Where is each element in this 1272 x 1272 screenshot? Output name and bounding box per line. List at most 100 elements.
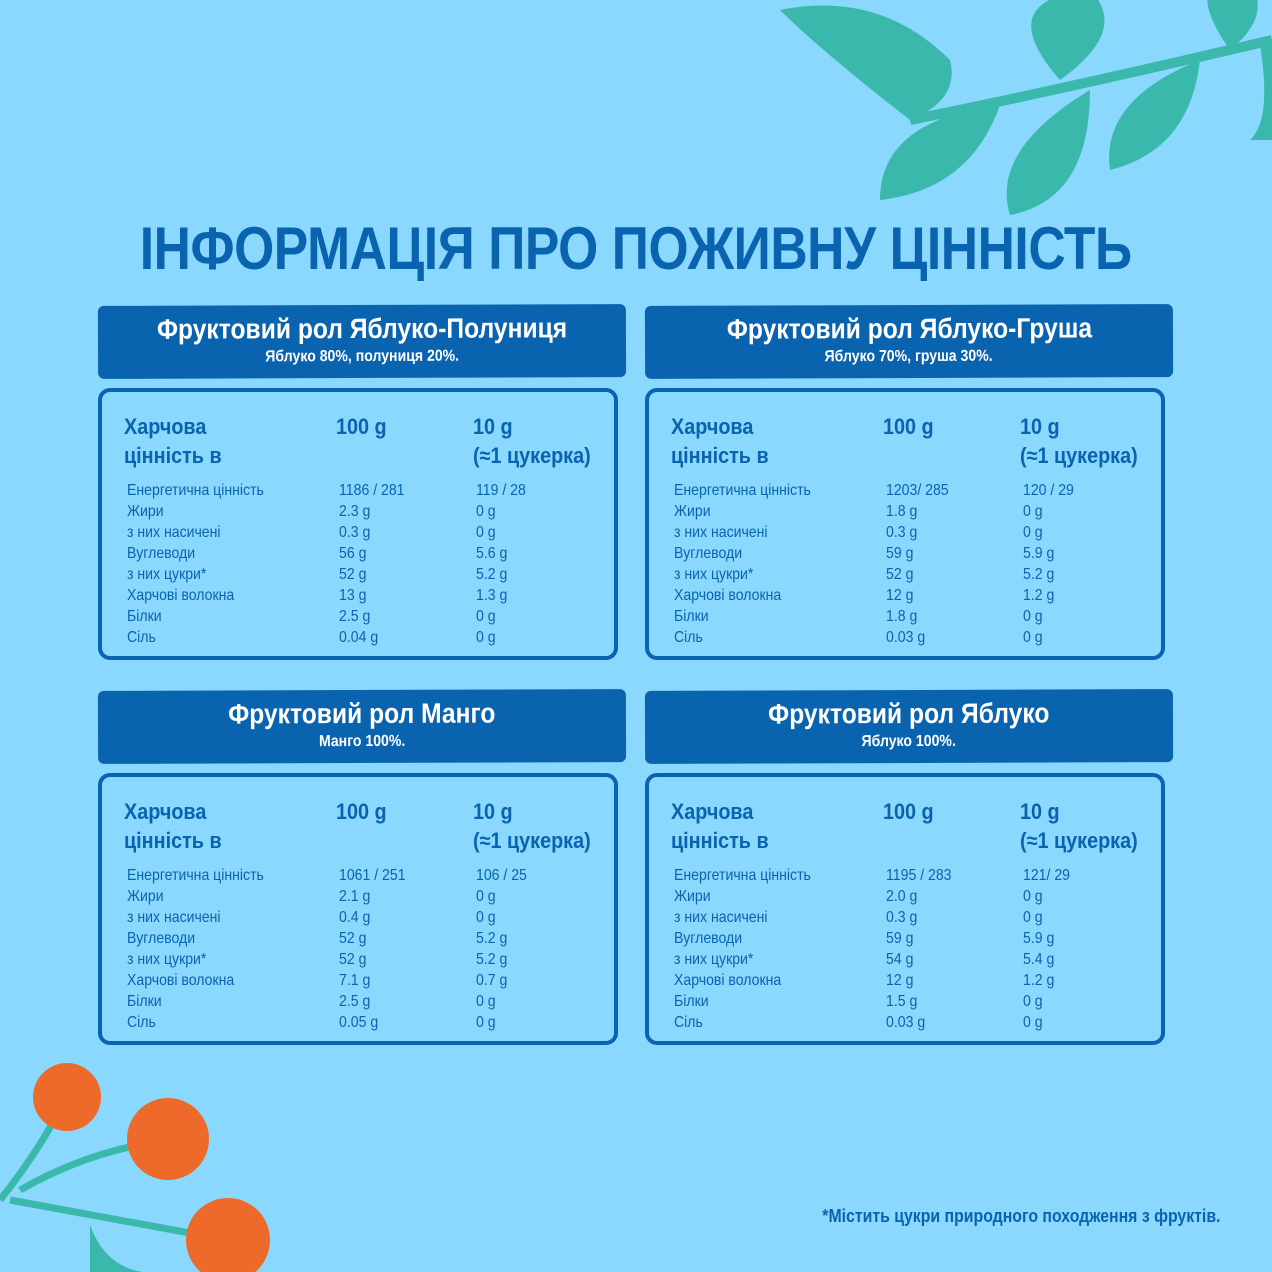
value-per-10g: 0 g	[1023, 888, 1043, 905]
nutrient-label: Енергетична цінність	[127, 867, 264, 884]
value-per-100g: 1186 / 281	[339, 482, 405, 499]
nutrient-label: Сіль	[674, 1014, 703, 1031]
nutrition-row: Вуглеводи 59 g 5.9 g	[674, 545, 1154, 566]
nutrition-row: Вуглеводи 56 g 5.6 g	[127, 545, 607, 566]
value-per-100g: 1.8 g	[886, 503, 918, 520]
header-label-text: Харчова цінність в	[671, 414, 769, 468]
product-composition: Яблуко 100%.	[645, 732, 1173, 752]
header-10g-text: 10 g	[473, 414, 513, 439]
header-100g-text: 100 g	[883, 799, 934, 824]
value-per-10g: 5.2 g	[476, 951, 508, 968]
product-name-text: Фруктовий рол Яблуко-Полуниця	[156, 312, 568, 345]
nutrition-row: з них насичені 0.3 g 0 g	[674, 909, 1154, 930]
nutrient-label: Вуглеводи	[674, 930, 743, 947]
value-per-100g: 52 g	[886, 566, 914, 583]
nutrition-row: Білки 1.8 g 0 g	[674, 608, 1154, 629]
value-per-10g: 0 g	[476, 993, 496, 1010]
product-composition: Яблуко 80%, полуниця 20%.	[98, 347, 626, 367]
nutrient-label: з них цукри*	[674, 566, 754, 583]
value-per-10g: 5.6 g	[476, 545, 508, 562]
nutrient-label: Вуглеводи	[127, 930, 196, 947]
nutrition-rows: Енергетична цінність 1203/ 285 120 / 29 …	[674, 482, 1154, 650]
value-per-100g: 1.8 g	[886, 608, 918, 625]
value-per-10g: 119 / 28	[476, 482, 526, 499]
nutrient-label: Енергетична цінність	[674, 867, 811, 884]
value-per-10g: 5.4 g	[1023, 951, 1055, 968]
nutrient-label: Білки	[127, 993, 162, 1010]
nutrition-row: Енергетична цінність 1186 / 281 119 / 28	[127, 482, 607, 503]
product-name: Фруктовий рол Манго	[98, 697, 626, 731]
nutrition-row: Енергетична цінність 1061 / 251 106 / 25	[127, 867, 607, 888]
value-per-100g: 0.03 g	[886, 1014, 926, 1031]
value-per-10g: 0 g	[1023, 993, 1043, 1010]
value-per-10g: 0 g	[1023, 1014, 1043, 1031]
nutrient-label: Енергетична цінність	[674, 482, 811, 499]
value-per-10g: 5.2 g	[476, 566, 508, 583]
product-name-text: Фруктовий рол Яблуко-Груша	[726, 312, 1092, 345]
nutrition-rows: Енергетична цінність 1061 / 251 106 / 25…	[127, 867, 607, 1035]
value-per-100g: 1195 / 283	[886, 867, 952, 884]
nutrition-table: Харчова цінність в 100 g 10 g (≈1 цукерка…	[645, 773, 1165, 1045]
value-per-10g: 106 / 25	[476, 867, 527, 884]
nutrition-rows: Енергетична цінність 1195 / 283 121/ 29 …	[674, 867, 1154, 1035]
header-label: Харчова цінність в	[124, 797, 304, 855]
value-per-10g: 0 g	[1023, 909, 1043, 926]
value-per-100g: 2.1 g	[339, 888, 371, 905]
value-per-10g: 121/ 29	[1023, 867, 1070, 884]
header-100g: 100 g	[336, 797, 392, 826]
nutrition-row: Жири 2.3 g 0 g	[127, 503, 607, 524]
footnote: *Містить цукри природного походження з ф…	[821, 1206, 1220, 1226]
composition-text: Яблуко 80%, полуниця 20%.	[265, 347, 459, 366]
value-per-10g: 0 g	[476, 524, 496, 541]
nutrition-row: з них цукри* 52 g 5.2 g	[674, 566, 1154, 587]
nutrition-table: Харчова цінність в 100 g 10 g (≈1 цукерка…	[98, 773, 618, 1045]
value-per-100g: 13 g	[339, 587, 367, 604]
value-per-100g: 59 g	[886, 545, 914, 562]
value-per-100g: 52 g	[339, 951, 367, 968]
value-per-100g: 0.05 g	[339, 1014, 379, 1031]
value-per-100g: 52 g	[339, 930, 367, 947]
header-label-text: Харчова цінність в	[124, 799, 222, 853]
nutrition-row: з них насичені 0.3 g 0 g	[127, 524, 607, 545]
header-label: Харчова цінність в	[671, 797, 851, 855]
header-100g: 100 g	[883, 412, 939, 441]
nutrient-label: Вуглеводи	[674, 545, 743, 562]
header-10g-note: (≈1 цукерка)	[473, 443, 591, 468]
nutrient-label: Жири	[674, 503, 711, 520]
product-name-text: Фруктовий рол Манго	[228, 697, 496, 730]
value-per-100g: 2.5 g	[339, 993, 371, 1010]
value-per-100g: 2.0 g	[886, 888, 918, 905]
header-100g: 100 g	[883, 797, 939, 826]
value-per-10g: 1.3 g	[476, 587, 508, 604]
product-name: Фруктовий рол Яблуко	[645, 697, 1173, 731]
product-composition: Манго 100%.	[98, 732, 626, 752]
nutrient-label: з них цукри*	[127, 566, 207, 583]
value-per-10g: 0 g	[476, 909, 496, 926]
header-10g-note: (≈1 цукерка)	[473, 828, 591, 853]
nutrition-row: з них цукри* 52 g 5.2 g	[127, 566, 607, 587]
value-per-100g: 1.5 g	[886, 993, 918, 1010]
value-per-100g: 54 g	[886, 951, 914, 968]
header-10g-note: (≈1 цукерка)	[1020, 443, 1138, 468]
value-per-10g: 0 g	[476, 608, 496, 625]
value-per-100g: 0.3 g	[886, 524, 918, 541]
value-per-100g: 59 g	[886, 930, 914, 947]
nutrition-row: з них цукри* 54 g 5.4 g	[674, 951, 1154, 972]
nutrient-label: Сіль	[127, 1014, 156, 1031]
value-per-100g: 12 g	[886, 972, 914, 989]
composition-text: Яблуко 100%.	[861, 732, 957, 751]
nutrition-row: Жири 2.1 g 0 g	[127, 888, 607, 909]
card-header: Фруктовий рол Яблуко-Груша Яблуко 70%, г…	[644, 304, 1174, 379]
nutrient-label: Харчові волокна	[127, 587, 235, 604]
nutrition-row: Білки 2.5 g 0 g	[127, 993, 607, 1014]
nutrient-label: Вуглеводи	[127, 545, 196, 562]
nutrition-row: Сіль 0.03 g 0 g	[674, 1014, 1154, 1035]
value-per-10g: 0 g	[1023, 524, 1043, 541]
value-per-10g: 5.9 g	[1023, 545, 1055, 562]
nutrition-table: Харчова цінність в 100 g 10 g (≈1 цукерка…	[645, 388, 1165, 660]
value-per-10g: 0 g	[1023, 608, 1043, 625]
header-10g: 10 g (≈1 цукерка)	[473, 412, 604, 470]
nutrition-row: з них насичені 0.3 g 0 g	[674, 524, 1154, 545]
page-title: ІНФОРМАЦІЯ ПРО ПОЖИВНУ ЦІННІСТЬ	[0, 214, 1272, 283]
value-per-100g: 52 g	[339, 566, 367, 583]
